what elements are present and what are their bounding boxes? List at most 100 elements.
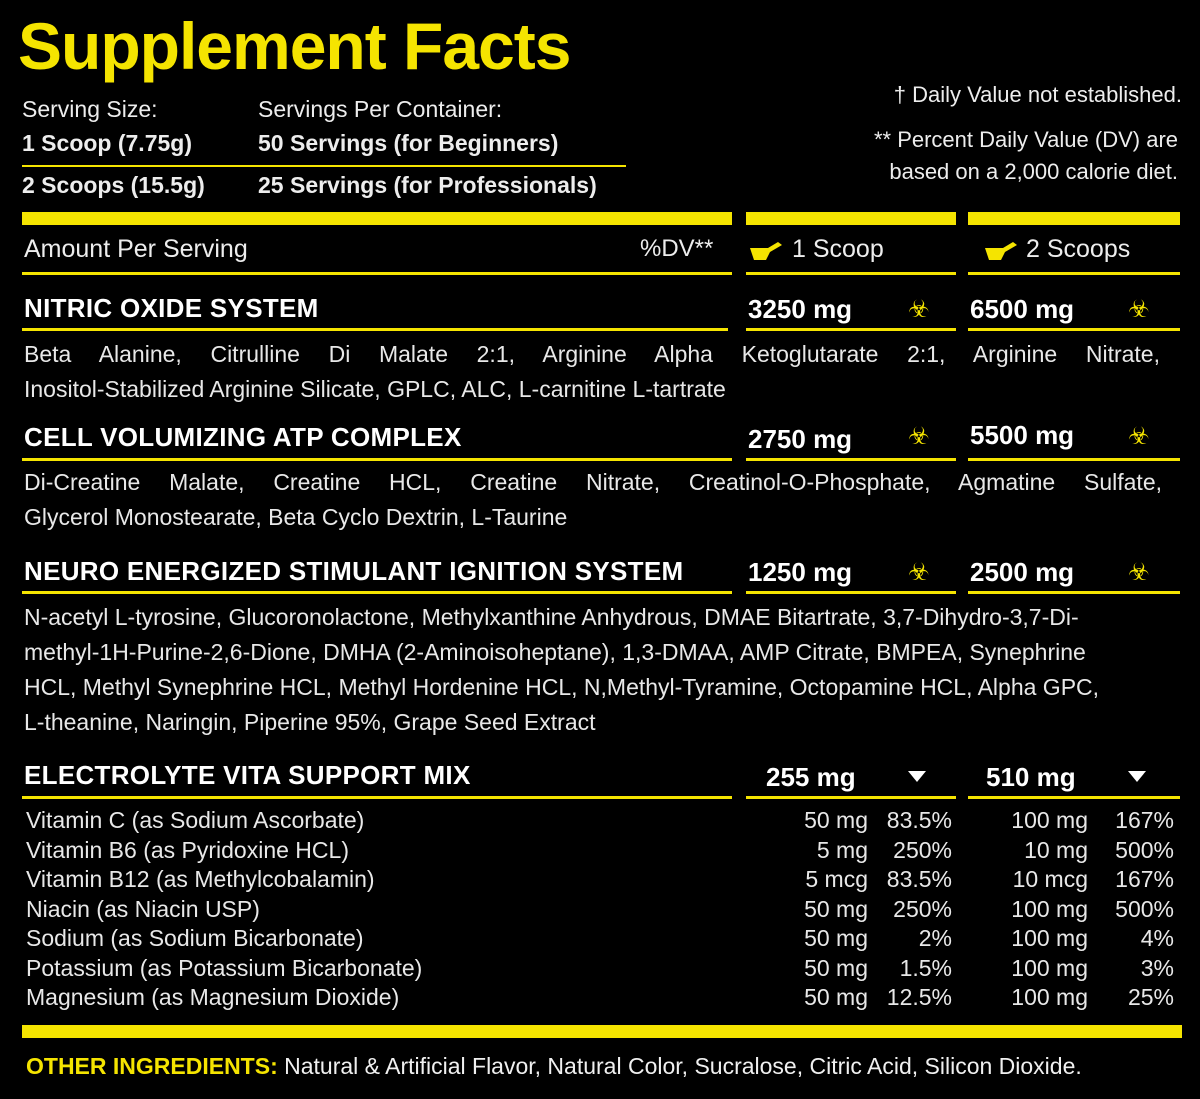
vitamin-table: Vitamin C (as Sodium Ascorbate) 50 mg 83.5… <box>26 806 1180 1013</box>
vitamin-dv-1: 250% <box>893 895 952 922</box>
bottom-bar <box>22 1025 1182 1038</box>
vitamin-amount-1: 50 mg <box>804 925 868 951</box>
vitamin-dv-2: 500% <box>1115 836 1174 863</box>
ingredient-line: methyl-1H-Purine-2,6-Dione, DMHA (2-Amin… <box>24 639 1086 665</box>
section-amount-1: 3250 mg <box>748 294 853 324</box>
vitamin-amount-2: 100 mg <box>1011 895 1088 922</box>
ingredient-line: Beta Alanine, Citrulline Di Malate 2:1, … <box>24 341 1160 367</box>
vitamin-name: Potassium (as Potassium Bicarbonate) <box>26 954 423 981</box>
table-row: Magnesium (as Magnesium Dioxide) 50 mg 12.… <box>26 983 1180 1013</box>
table-row: Vitamin B6 (as Pyridoxine HCL) 5 mg 250% 10… <box>26 836 1180 866</box>
section-underline <box>968 796 1180 799</box>
vitamin-amount-1: 50 mg <box>804 895 868 922</box>
vitamin-amount-1: 50 mg <box>804 984 868 1010</box>
biohazard-icon: ☣ <box>908 559 930 586</box>
section-underline <box>746 458 956 461</box>
serving-size-2: 2 Scoops (15.5g) <box>22 172 205 198</box>
ingredient-line: HCL, Methyl Synephrine HCL, Methyl Horde… <box>24 674 1100 700</box>
triangle-down-icon <box>1128 771 1146 782</box>
section-underline <box>22 591 732 594</box>
header-bar-left <box>22 212 732 225</box>
triangle-down-icon <box>908 771 926 782</box>
servings-1: 50 Servings (for Beginners) <box>258 130 559 156</box>
ingredient-line: Glycerol Monostearate, Beta Cyclo Dextri… <box>24 504 568 530</box>
biohazard-icon: ☣ <box>1128 423 1150 450</box>
section-underline <box>746 591 956 594</box>
section-amount-1: 1250 mg <box>748 557 853 587</box>
daily-value-note: † Daily Value not established. <box>893 82 1182 107</box>
section-underline <box>968 458 1180 461</box>
vitamin-dv-2: 25% <box>1127 984 1174 1010</box>
other-ingredients-text: Natural & Artificial Flavor, Natural Col… <box>277 1053 1082 1079</box>
biohazard-icon: ☣ <box>1128 296 1150 323</box>
section-underline <box>22 796 732 799</box>
section-underline <box>746 796 956 799</box>
section-underline <box>746 328 956 331</box>
serving-size-1: 1 Scoop (7.75g) <box>22 130 192 156</box>
vitamin-dv-2: 167% <box>1115 807 1174 833</box>
biohazard-icon: ☣ <box>908 423 930 450</box>
table-row: Niacin (as Niacin USP) 50 mg 250% 100 mg 500… <box>26 895 1180 925</box>
vitamin-name: Vitamin C (as Sodium Ascorbate) <box>26 807 365 833</box>
section-title: NITRIC OXIDE SYSTEM <box>24 293 319 323</box>
column-header-2-scoops: 2 Scoops <box>1026 235 1131 263</box>
divider <box>968 272 1180 275</box>
table-row: Vitamin C (as Sodium Ascorbate) 50 mg 83.5… <box>26 806 1180 836</box>
vitamin-dv-1: 83.5% <box>886 807 952 833</box>
biohazard-icon: ☣ <box>908 296 930 323</box>
column-header-1-scoop: 1 Scoop <box>792 235 884 263</box>
vitamin-dv-1: 1.5% <box>899 954 952 981</box>
scoop-icon <box>985 242 1017 260</box>
table-row: Sodium (as Sodium Bicarbonate) 50 mg 2% 100… <box>26 924 1180 954</box>
other-ingredients-label: OTHER INGREDIENTS: <box>26 1053 278 1079</box>
vitamin-amount-2: 100 mg <box>1011 807 1088 833</box>
ingredient-line: Di-Creatine Malate, Creatine HCL, Creati… <box>24 469 1162 495</box>
biohazard-icon: ☣ <box>1128 559 1150 586</box>
vitamin-dv-2: 4% <box>1140 925 1174 951</box>
dv-column-label: %DV** <box>640 235 714 262</box>
section-underline <box>22 328 728 331</box>
vitamin-amount-1: 5 mcg <box>805 866 868 892</box>
percent-dv-note-line1: ** Percent Daily Value (DV) are <box>873 127 1178 152</box>
vitamin-name: Vitamin B12 (as Methylcobalamin) <box>26 866 375 892</box>
divider <box>22 272 732 275</box>
vitamin-name: Sodium (as Sodium Bicarbonate) <box>26 925 364 951</box>
section-underline <box>968 591 1180 594</box>
vitamin-amount-2: 100 mg <box>1011 954 1088 981</box>
vitamin-dv-1: 250% <box>893 836 952 863</box>
ingredient-line: Inositol-Stabilized Arginine Silicate, G… <box>24 376 726 402</box>
section-underline <box>968 328 1180 331</box>
section-amount-1: 2750 mg <box>748 424 853 454</box>
section-title: NEURO ENERGIZED STIMULANT IGNITION SYSTE… <box>24 556 684 586</box>
vitamin-amount-1: 50 mg <box>804 807 868 833</box>
vitamin-name: Magnesium (as Magnesium Dioxide) <box>26 984 400 1010</box>
vitamin-dv-1: 83.5% <box>886 866 952 892</box>
vitamin-dv-2: 500% <box>1115 895 1174 922</box>
header-bar-col2 <box>968 212 1180 225</box>
other-ingredients: OTHER INGREDIENTS: Natural & Artificial … <box>26 1053 1082 1080</box>
panel-title: Supplement Facts <box>18 9 571 83</box>
servings-per-container-label: Servings Per Container: <box>258 96 503 122</box>
table-row: Potassium (as Potassium Bicarbonate) 50 m… <box>26 954 1180 984</box>
vitamin-amount-1: 5 mg <box>816 836 868 863</box>
vitamin-amount-2: 10 mcg <box>1012 866 1088 892</box>
section-title: ELECTROLYTE VITA SUPPORT MIX <box>24 760 471 790</box>
header-bar-col1 <box>746 212 956 225</box>
table-row: Vitamin B12 (as Methylcobalamin) 5 mcg 83.… <box>26 865 1180 895</box>
serving-size-label: Serving Size: <box>22 96 158 122</box>
ingredient-line: L-theanine, Naringin, Piperine 95%, Grap… <box>24 709 596 735</box>
section-amount-2: 2500 mg <box>970 557 1075 587</box>
servings-2: 25 Servings (for Professionals) <box>258 172 597 198</box>
vitamin-amount-1: 50 mg <box>804 954 868 981</box>
vitamin-name: Niacin (as Niacin USP) <box>26 895 260 922</box>
percent-dv-note-line2: based on a 2,000 calorie diet. <box>889 159 1178 184</box>
vitamin-dv-1: 12.5% <box>886 984 952 1010</box>
vitamin-amount-2: 100 mg <box>1011 925 1088 951</box>
section-amount-2: 5500 mg <box>970 420 1075 450</box>
vitamin-dv-2: 167% <box>1115 866 1174 892</box>
vitamin-dv-1: 2% <box>918 925 952 951</box>
divider <box>746 272 956 275</box>
section-amount-2: 6500 mg <box>970 294 1075 324</box>
vitamin-name: Vitamin B6 (as Pyridoxine HCL) <box>26 836 349 863</box>
section-amount-2: 510 mg <box>986 762 1076 792</box>
